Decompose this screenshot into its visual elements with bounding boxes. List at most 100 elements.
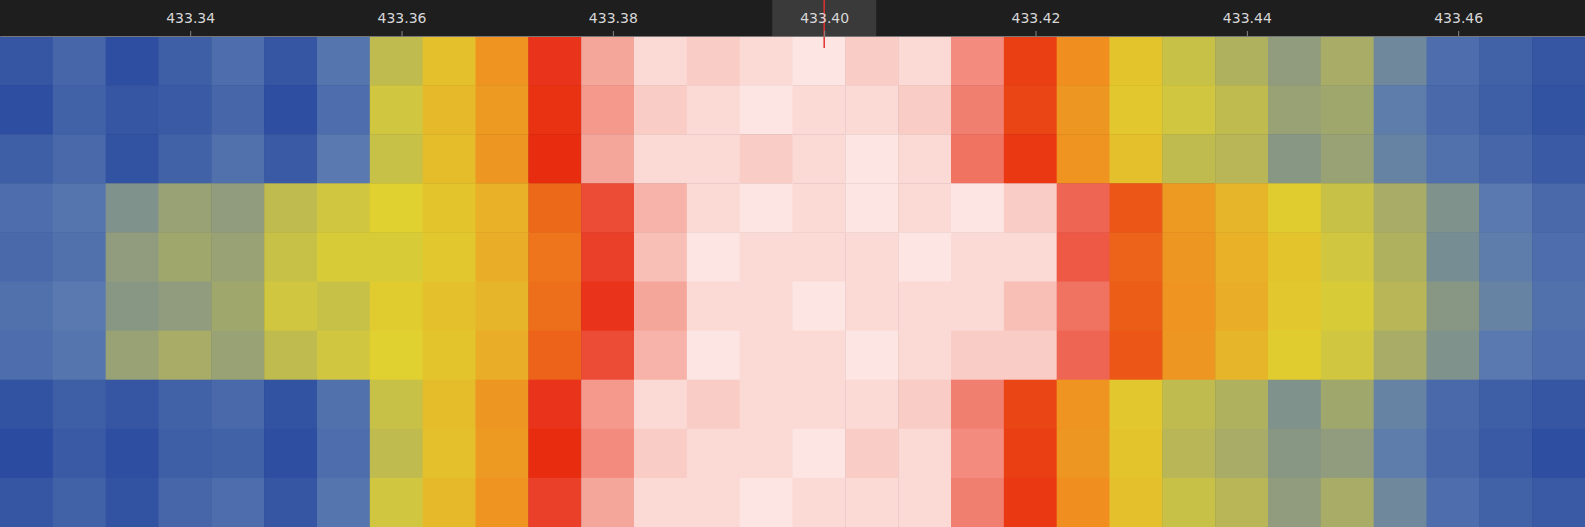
heat-cell [1268,134,1321,184]
heat-cell [0,232,53,282]
heat-cell [159,380,212,430]
heat-cell [317,134,370,184]
heat-cell [0,429,53,479]
waterfall-chart: 433.34433.36433.38433.40433.42433.44433.… [0,0,1585,527]
heat-cell [1374,85,1427,135]
heat-cell [1215,134,1268,184]
heat-cell [1162,232,1215,282]
heat-cell [1110,478,1163,527]
heat-cell [528,478,581,527]
heat-cell [1374,380,1427,430]
heat-cell [898,232,951,282]
heat-cell [1479,134,1532,184]
heat-cell [317,282,370,332]
heat-cell [581,282,634,332]
heat-cell [211,134,264,184]
heat-cell [106,36,159,86]
heat-cell [1321,429,1374,479]
heat-cell [370,85,423,135]
heat-cell [476,282,529,332]
heat-cell [951,429,1004,479]
tick-label: 433.42 [1012,10,1061,26]
heat-cell [1268,331,1321,381]
heat-cell [1268,429,1321,479]
tick: 433.38 [589,10,638,36]
plot-area [0,36,1585,527]
heat-cell [740,85,793,135]
heat-cell [740,331,793,381]
heat-cell [1162,134,1215,184]
heat-cell [1268,36,1321,86]
heat-cell [634,36,687,86]
heat-cell [1268,232,1321,282]
heat-cell [1374,232,1427,282]
heat-cell [898,183,951,233]
heat-cell [106,429,159,479]
heat-cell [845,380,898,430]
heat-cell [898,331,951,381]
heat-cell [264,478,317,527]
heat-cell [951,478,1004,527]
heat-cell [1162,85,1215,135]
heat-cell [898,134,951,184]
heat-cell [1268,282,1321,332]
heat-cell [1162,429,1215,479]
heat-cell [370,331,423,381]
heat-cell [1427,134,1480,184]
heat-cell [793,429,846,479]
heat-cell [370,183,423,233]
heat-cell [1321,134,1374,184]
heat-cell [528,380,581,430]
heat-cell [951,282,1004,332]
heat-cell [53,282,106,332]
heat-cell [476,85,529,135]
tick: 433.34 [166,10,215,36]
heat-cell [793,478,846,527]
heat-cell [1004,36,1057,86]
heat-cell [317,331,370,381]
heat-cell [423,85,476,135]
heat-cell [0,478,53,527]
heat-cell [106,380,159,430]
heat-cell [581,478,634,527]
heat-cell [951,36,1004,86]
x-axis: 433.34433.36433.38433.40433.42433.44433.… [1,10,1585,37]
heat-cell [951,183,1004,233]
heat-cell [845,134,898,184]
heat-cell [1321,380,1374,430]
heat-cell [740,478,793,527]
heat-cell [581,331,634,381]
heat-cell [317,478,370,527]
cursor-highlight [772,0,876,36]
heat-cell [1427,183,1480,233]
heat-cell [687,183,740,233]
heat-cell [211,380,264,430]
heat-cell [1532,282,1585,332]
heat-cell [1215,183,1268,233]
tick-label: 433.46 [1434,10,1483,26]
heat-cell [476,36,529,86]
heat-cell [898,429,951,479]
heat-cell [264,134,317,184]
heat-cell [528,331,581,381]
heat-cell [687,331,740,381]
heat-cell [1479,478,1532,527]
tick-mark [1458,31,1459,36]
heat-cell [1532,36,1585,86]
heat-cell [1057,36,1110,86]
heat-cell [53,85,106,135]
heat-cell [211,183,264,233]
heat-cell [528,85,581,135]
heat-cell [317,232,370,282]
heat-cell [740,183,793,233]
heat-cell [1004,380,1057,430]
heat-cell [687,232,740,282]
heat-cell [1321,331,1374,381]
heat-cell [53,331,106,381]
heat-cell [0,183,53,233]
heat-cell [581,85,634,135]
heat-cell [476,478,529,527]
heat-cell [687,380,740,430]
plot-background [0,36,1585,527]
axis-line [1,36,1585,37]
